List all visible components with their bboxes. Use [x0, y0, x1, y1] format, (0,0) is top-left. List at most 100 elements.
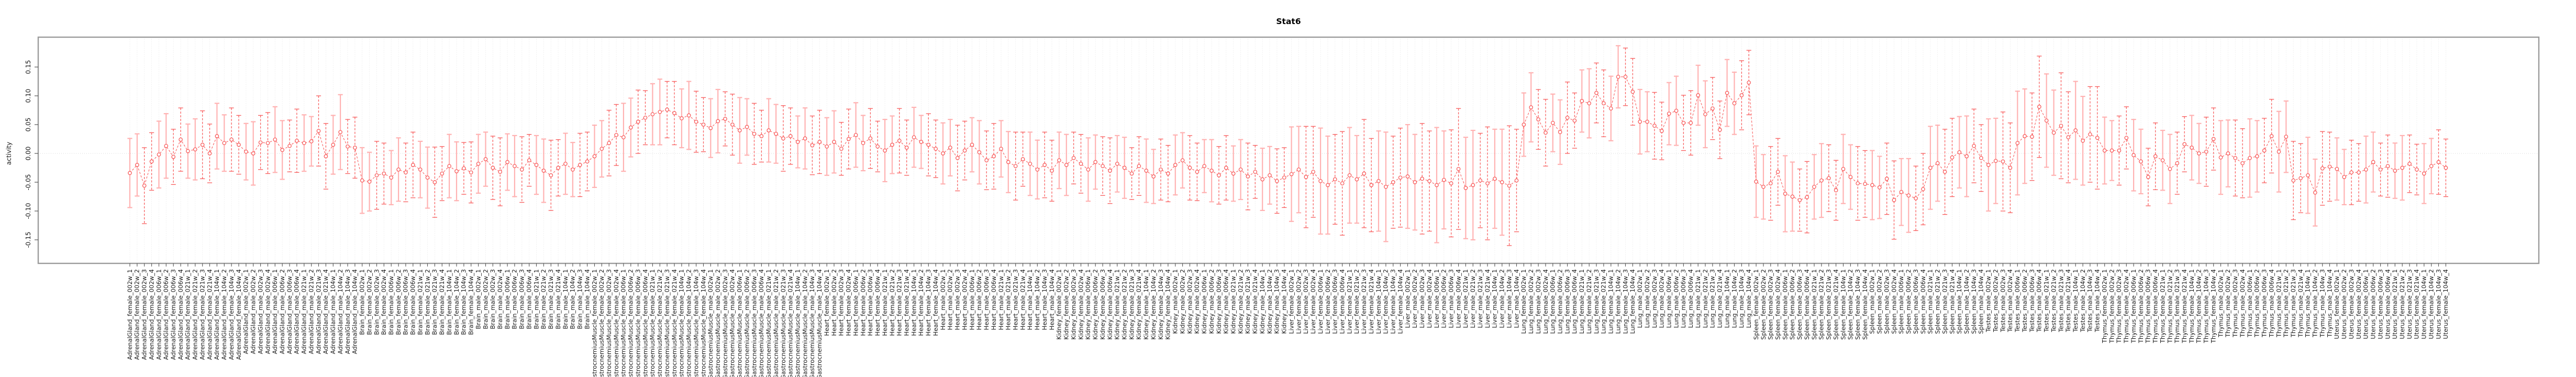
- error-bar: [1920, 153, 1926, 226]
- x-tick-label: Brain_male_104w_1: [562, 269, 569, 329]
- data-point-marker: [781, 136, 785, 141]
- data-point-marker: [1217, 173, 1221, 178]
- x-tick-label: Uterus_female_006w_2: [2370, 269, 2377, 339]
- data-point-marker: [875, 144, 880, 149]
- x-tick-label: Uterus_female_006w_4: [2384, 269, 2391, 339]
- data-point-marker: [977, 150, 982, 154]
- x-tick-label: Lung_female_021w_3: [1593, 269, 1600, 334]
- error-bar: [1884, 142, 1890, 215]
- data-point-marker: [1558, 130, 1562, 135]
- x-tick-label: AdrenalGland_female_104w_2: [220, 269, 228, 360]
- x-tick-label: GastrocnemiusMuscle_female_021w_3: [663, 269, 671, 377]
- data-point-marker: [1856, 181, 1860, 186]
- data-point-marker: [222, 141, 227, 146]
- x-tick-label: GastrocnemiusMuscle_female_021w_2: [656, 269, 663, 377]
- x-tick-label: AdrenalGland_female_104w_3: [228, 269, 235, 360]
- data-point-marker: [1565, 115, 1570, 120]
- x-tick-label: Heart_female_002w_4: [845, 269, 852, 336]
- data-point-marker: [1050, 169, 1054, 173]
- data-point-marker: [970, 142, 974, 147]
- x-tick-label: Heart_male_006w_1: [968, 269, 975, 330]
- data-point-marker: [1471, 183, 1475, 187]
- x-tick-label: Heart_male_021w_4: [1019, 269, 1026, 330]
- y-axis-title: activity: [5, 142, 13, 165]
- data-point-marker: [410, 163, 415, 167]
- data-point-marker: [258, 140, 263, 145]
- x-tick-label: Lung_female_002w_3: [1535, 269, 1542, 334]
- data-point-marker: [1914, 196, 1918, 201]
- x-tick-label: Spleen_female_002w_2: [1760, 269, 1767, 340]
- x-tick-label: Brain_female_002w_2: [365, 269, 373, 335]
- data-point-marker: [1993, 159, 1998, 163]
- data-point-marker: [1630, 90, 1635, 94]
- data-point-marker: [179, 137, 183, 142]
- data-point-marker: [1703, 112, 1707, 117]
- x-tick-label: Thymus_female_006w_2: [2137, 269, 2145, 343]
- data-point-marker: [2444, 165, 2448, 170]
- x-tick-label: Thymus_male_021w_3: [2290, 269, 2297, 338]
- data-point-marker: [1137, 164, 1141, 169]
- data-point-marker: [1841, 167, 1846, 171]
- x-tick-label: Liver_male_021w_1: [1462, 269, 1469, 328]
- data-point-marker: [273, 137, 277, 142]
- x-tick-label: AdrenalGland_male_002w_2: [250, 269, 257, 354]
- data-point-marker: [1659, 129, 1664, 133]
- data-point-marker: [1877, 185, 1882, 190]
- x-tick-label: Brain_female_002w_3: [373, 269, 380, 335]
- x-tick-label: Kidney_male_104w_1: [1259, 269, 1266, 334]
- data-point-marker: [2066, 135, 2071, 140]
- data-point-marker: [1957, 150, 1962, 154]
- data-point-marker: [614, 132, 618, 137]
- x-tick-label: Thymus_female_021w_3: [2173, 269, 2181, 343]
- x-tick-label: Testes_male_104w_4: [2094, 269, 2101, 332]
- data-point-marker: [825, 144, 829, 149]
- x-tick-label: GastrocnemiusMuscle_male_002w_3: [721, 269, 729, 377]
- x-tick-label: Spleen_male_104w_1: [1956, 269, 1963, 334]
- x-tick-label: GastrocnemiusMuscle_female_006w_3: [635, 269, 642, 377]
- data-point-marker: [1151, 174, 1156, 179]
- error-bar: [410, 131, 416, 198]
- x-tick-label: Kidney_male_002w_2: [1179, 269, 1186, 334]
- data-point-marker: [2407, 161, 2412, 166]
- x-tick-label: Kidney_female_104w_2: [1150, 269, 1157, 340]
- y-tick-label: 0.10: [25, 89, 32, 103]
- error-bar: [1913, 165, 1918, 231]
- x-tick-label: GastrocnemiusMuscle_female_002w_3: [605, 269, 613, 377]
- data-point-marker: [2139, 159, 2143, 164]
- x-tick-label: Brain_male_104w_3: [576, 269, 584, 329]
- data-point-marker: [1173, 163, 1178, 167]
- x-tick-label: Liver_male_021w_2: [1469, 269, 1476, 328]
- x-tick-label: Heart_male_002w_2: [947, 269, 954, 330]
- error-bar: [1659, 102, 1664, 160]
- x-tick-label: Lung_male_002w_3: [1651, 269, 1658, 328]
- data-point-marker: [1435, 183, 1439, 187]
- data-point-marker: [1035, 167, 1040, 172]
- data-point-marker: [2291, 178, 2296, 183]
- data-point-marker: [1986, 163, 1991, 167]
- data-point-marker: [2051, 130, 2056, 135]
- data-point-marker: [680, 116, 684, 120]
- data-point-marker: [1449, 181, 1453, 186]
- data-point-marker: [498, 170, 503, 174]
- data-point-marker: [534, 163, 539, 167]
- data-point-marker: [788, 134, 793, 138]
- x-tick-label: Brain_male_006w_2: [511, 269, 518, 329]
- data-point-marker: [716, 119, 720, 124]
- x-tick-label: Heart_female_002w_1: [823, 269, 830, 336]
- x-tick-label: GastrocnemiusMuscle_male_006w_2: [743, 269, 750, 377]
- data-point-marker: [795, 140, 800, 144]
- x-tick-label: GastrocnemiusMuscle_male_002w_4: [729, 269, 736, 377]
- data-point-marker: [353, 146, 357, 150]
- data-point-marker: [2109, 148, 2114, 153]
- error-bar: [1565, 81, 1570, 154]
- x-tick-label: GastrocnemiusMuscle_male_021w_1: [765, 269, 772, 377]
- error-bar: [897, 108, 902, 174]
- data-point-marker: [708, 126, 713, 130]
- data-point-marker: [2422, 171, 2426, 176]
- x-tick-label: Kidney_male_021w_2: [1237, 269, 1244, 334]
- x-tick-label: Heart_female_006w_3: [867, 269, 874, 336]
- data-point-marker: [1224, 165, 1228, 170]
- data-point-marker: [425, 175, 430, 180]
- x-tick-label: Kidney_male_006w_2: [1208, 269, 1215, 334]
- data-point-marker: [251, 151, 256, 156]
